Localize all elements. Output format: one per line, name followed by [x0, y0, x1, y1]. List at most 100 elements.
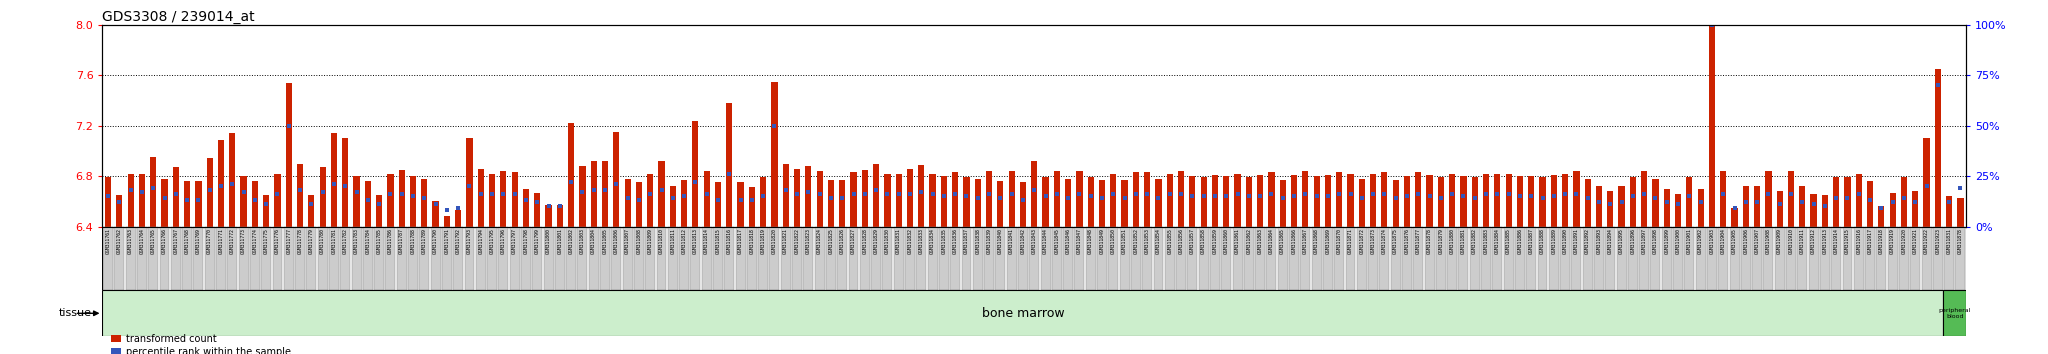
- Bar: [578, 227, 588, 290]
- Point: [1616, 193, 1649, 199]
- Point: [995, 192, 1028, 197]
- Bar: [1831, 227, 1841, 290]
- Bar: [1100, 180, 1106, 227]
- Bar: [918, 165, 924, 227]
- Point: [1221, 192, 1253, 197]
- Text: GSM311829: GSM311829: [874, 228, 879, 254]
- Point: [352, 198, 385, 203]
- Point: [1153, 192, 1186, 197]
- Text: GSM311886: GSM311886: [1518, 228, 1522, 254]
- Point: [938, 192, 971, 197]
- Point: [1481, 192, 1513, 197]
- Bar: [1878, 206, 1884, 227]
- Bar: [498, 227, 508, 290]
- Text: GSM311909: GSM311909: [1778, 228, 1782, 254]
- Text: GSM311763: GSM311763: [129, 228, 133, 254]
- Bar: [1358, 179, 1364, 227]
- Point: [147, 195, 180, 201]
- Text: GSM311880: GSM311880: [1450, 228, 1454, 254]
- Bar: [772, 81, 778, 227]
- Point: [1638, 195, 1671, 201]
- Point: [610, 195, 643, 201]
- Text: GSM311874: GSM311874: [1382, 228, 1386, 254]
- Point: [397, 193, 430, 199]
- Text: GSM311901: GSM311901: [1688, 228, 1692, 254]
- Bar: [770, 227, 780, 290]
- Point: [1888, 195, 1921, 201]
- Bar: [274, 173, 281, 227]
- Point: [1661, 201, 1694, 207]
- Text: GSM311910: GSM311910: [1788, 228, 1794, 254]
- Point: [408, 195, 440, 201]
- Bar: [1516, 227, 1526, 290]
- Bar: [680, 227, 688, 290]
- Text: GSM311911: GSM311911: [1800, 228, 1804, 254]
- Point: [883, 192, 915, 197]
- Text: GSM311861: GSM311861: [1235, 228, 1239, 254]
- Bar: [827, 180, 834, 227]
- Point: [465, 192, 498, 197]
- Point: [870, 192, 903, 197]
- Bar: [623, 227, 633, 290]
- Point: [1040, 192, 1073, 197]
- Bar: [997, 181, 1004, 227]
- Point: [1063, 192, 1096, 197]
- Point: [1143, 195, 1176, 201]
- Bar: [295, 227, 305, 290]
- Bar: [127, 173, 133, 227]
- Text: GSM311811: GSM311811: [670, 228, 676, 254]
- Text: GSM311767: GSM311767: [174, 228, 178, 254]
- Bar: [825, 227, 836, 290]
- Bar: [420, 227, 430, 290]
- Bar: [1495, 173, 1501, 227]
- Bar: [104, 177, 111, 227]
- Text: GSM311836: GSM311836: [952, 228, 958, 254]
- Point: [1821, 195, 1853, 201]
- Text: GSM311832: GSM311832: [907, 228, 913, 254]
- Bar: [1518, 176, 1524, 227]
- Point: [1413, 193, 1446, 199]
- Bar: [510, 227, 520, 290]
- Bar: [1708, 0, 1714, 227]
- Bar: [961, 227, 971, 290]
- Bar: [657, 161, 666, 227]
- Text: GSM311788: GSM311788: [410, 228, 416, 254]
- Bar: [567, 123, 573, 227]
- Bar: [522, 189, 528, 227]
- Bar: [1425, 227, 1434, 290]
- Text: GSM311810: GSM311810: [659, 228, 664, 254]
- Point: [362, 201, 395, 207]
- Point: [825, 195, 858, 201]
- Point: [1911, 183, 1944, 189]
- Point: [803, 192, 836, 197]
- Bar: [1933, 227, 1944, 290]
- Text: GSM311900: GSM311900: [1675, 228, 1681, 254]
- Point: [1311, 193, 1343, 199]
- Bar: [1087, 177, 1094, 227]
- Bar: [1450, 173, 1456, 227]
- Point: [1628, 192, 1661, 197]
- Point: [1436, 192, 1468, 197]
- Text: GSM311790: GSM311790: [432, 228, 438, 254]
- Bar: [1085, 227, 1096, 290]
- Bar: [625, 179, 631, 227]
- Point: [1006, 198, 1038, 203]
- Text: GSM311891: GSM311891: [1575, 228, 1579, 254]
- Bar: [1661, 227, 1671, 290]
- Point: [1583, 200, 1616, 205]
- Bar: [207, 159, 213, 227]
- Bar: [1403, 227, 1411, 290]
- Bar: [1348, 173, 1354, 227]
- Point: [1593, 201, 1626, 207]
- Bar: [1585, 179, 1591, 227]
- Bar: [780, 227, 791, 290]
- Text: GSM311824: GSM311824: [817, 228, 821, 254]
- Bar: [1686, 177, 1692, 227]
- Bar: [1200, 177, 1206, 227]
- Text: GSM311831: GSM311831: [1948, 228, 1952, 254]
- Point: [102, 200, 135, 205]
- Point: [1198, 193, 1231, 199]
- Text: GSM311920: GSM311920: [1901, 228, 1907, 254]
- Bar: [1311, 227, 1321, 290]
- Bar: [195, 181, 201, 227]
